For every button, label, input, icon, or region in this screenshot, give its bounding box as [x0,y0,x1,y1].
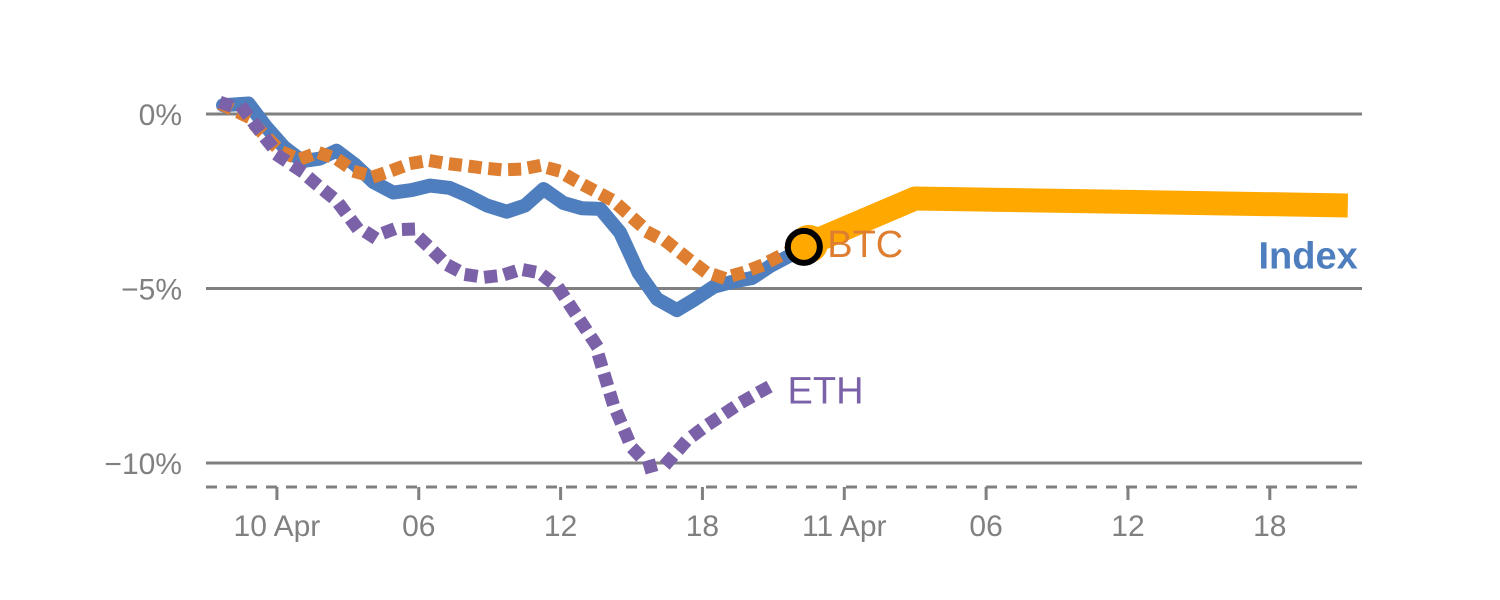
series-line-btc [217,97,822,285]
series-label-btc: BTC [827,224,903,266]
y-tick-label: 0% [139,99,182,132]
x-tick-label: 10 Apr [234,510,321,543]
y-tick-labels: 0% −5% −10% [104,99,182,481]
projection-band [804,186,1349,255]
data-series [216,95,822,473]
x-tick-label: 18 [686,510,719,543]
series-line-eth [217,95,783,473]
series-annotations: BTC ETH Index [788,224,1358,413]
x-tick-label: 06 [969,510,1002,543]
x-tick-labels: 10 Apr 06 12 18 11 Apr 06 12 18 [234,510,1287,543]
y-tick-label: −10% [104,448,182,481]
x-tick-label: 06 [402,510,435,543]
series-label-index: Index [1258,235,1357,277]
btc-marker[interactable] [784,224,828,266]
gridlines [206,112,1362,465]
x-tick-label: 12 [544,510,577,543]
x-tick-label: 11 Apr [802,510,887,543]
x-axis-ticks [275,487,1272,500]
series-label-eth: ETH [788,370,864,412]
marker-ring[interactable] [784,227,823,266]
x-tick-label: 12 [1111,510,1144,543]
x-tick-label: 18 [1253,510,1286,543]
y-tick-label: −5% [121,274,182,307]
projection-line [804,186,1349,255]
